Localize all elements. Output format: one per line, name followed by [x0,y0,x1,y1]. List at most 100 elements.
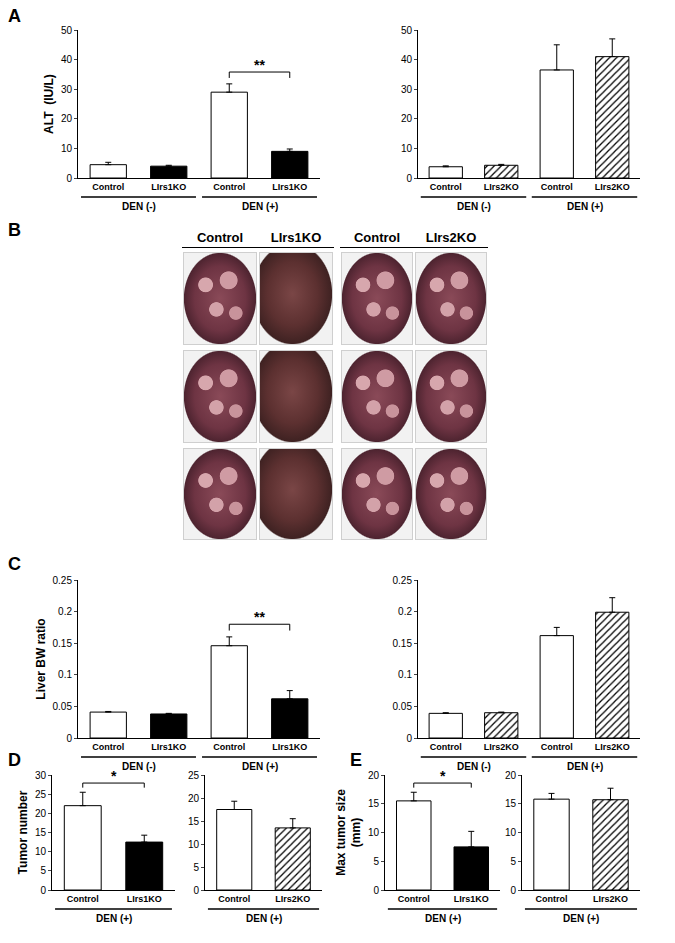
svg-text:30: 30 [35,770,47,781]
svg-text:0: 0 [406,733,412,744]
html-text:Control: Control [353,230,401,245]
svg-text:LIrs1KO: LIrs1KO [272,182,307,192]
svg-text:DEN (-): DEN (-) [122,201,156,212]
svg-text:15: 15 [35,827,47,838]
svg-text:LIrs1KO: LIrs1KO [127,894,162,904]
svg-text:0.05: 0.05 [393,701,413,712]
svg-text:LIrs2KO: LIrs2KO [484,182,519,192]
svg-text:20: 20 [188,793,200,804]
svg-text:DEN (+): DEN (+) [567,201,603,212]
svg-text:0.1: 0.1 [398,669,412,680]
svg-text:DEN (+): DEN (+) [567,761,603,772]
svg-text:DEN (+): DEN (+) [242,201,278,212]
svg-text:Control: Control [67,894,99,904]
svg-text:Control: Control [213,182,245,192]
svg-text:25: 25 [188,770,200,781]
svg-text:DEN (-): DEN (-) [457,201,491,212]
svg-text:20: 20 [61,113,73,124]
svg-text:DEN (+): DEN (+) [246,913,282,924]
svg-text:E: E [350,750,362,770]
svg-text:40: 40 [61,54,73,65]
svg-text:LIrs2KO: LIrs2KO [275,894,310,904]
svg-text:D: D [8,750,21,770]
svg-text:15: 15 [368,798,380,809]
svg-text:ALT (IU/L): ALT (IU/L) [42,74,56,134]
svg-text:C: C [8,554,21,574]
svg-text:15: 15 [188,816,200,827]
svg-text:Max tumor size(mm): Max tumor size(mm) [334,789,364,876]
svg-text:*: * [440,768,446,784]
svg-text:15: 15 [505,798,517,809]
svg-text:Control: Control [541,742,573,752]
svg-text:10: 10 [188,839,200,850]
svg-text:LIrs1KO: LIrs1KO [151,182,186,192]
svg-text:Control: Control [398,894,430,904]
svg-text:5: 5 [40,865,46,876]
svg-text:10: 10 [401,143,413,154]
svg-text:0.25: 0.25 [53,575,73,586]
svg-text:DEN (+): DEN (+) [96,913,132,924]
svg-text:0.25: 0.25 [393,575,413,586]
svg-text:50: 50 [401,25,413,36]
svg-text:LIrs2KO: LIrs2KO [595,182,630,192]
svg-text:20: 20 [505,770,517,781]
svg-text:0.2: 0.2 [398,606,412,617]
svg-text:0.2: 0.2 [58,606,72,617]
svg-text:Control: Control [536,894,568,904]
svg-text:5: 5 [510,856,516,867]
svg-text:B: B [8,220,21,240]
svg-text:A: A [8,6,21,26]
svg-text:30: 30 [61,84,73,95]
svg-text:0: 0 [40,885,46,896]
svg-text:20: 20 [401,113,413,124]
svg-text:0.1: 0.1 [58,669,72,680]
svg-text:40: 40 [401,54,413,65]
svg-text:10: 10 [505,827,517,838]
svg-text:Control: Control [92,182,124,192]
svg-text:Control: Control [541,182,573,192]
svg-text:20: 20 [368,770,380,781]
html-text:LIrs1KO: LIrs1KO [270,230,322,245]
svg-text:5: 5 [373,856,379,867]
svg-text:DEN (-): DEN (-) [457,761,491,772]
svg-text:0.05: 0.05 [53,701,73,712]
svg-text:DEN (+): DEN (+) [563,913,599,924]
svg-text:20: 20 [35,808,47,819]
svg-text:50: 50 [61,25,73,36]
svg-text:DEN (-): DEN (-) [122,761,156,772]
svg-text:Control: Control [92,742,124,752]
svg-text:LIrs1KO: LIrs1KO [151,742,186,752]
svg-text:LIrs2KO: LIrs2KO [593,894,628,904]
svg-text:LIrs1KO: LIrs1KO [454,894,489,904]
svg-text:Control: Control [218,894,250,904]
svg-text:LIrs2KO: LIrs2KO [484,742,519,752]
svg-text:0: 0 [510,885,516,896]
svg-text:Control: Control [213,742,245,752]
svg-text:10: 10 [35,846,47,857]
svg-text:Control: Control [430,182,462,192]
svg-text:30: 30 [401,84,413,95]
svg-text:25: 25 [35,789,47,800]
svg-text:DEN (+): DEN (+) [425,913,461,924]
svg-text:0: 0 [193,885,199,896]
svg-text:LIrs1KO: LIrs1KO [272,742,307,752]
svg-text:10: 10 [61,143,73,154]
svg-text:LIrs2KO: LIrs2KO [595,742,630,752]
svg-text:0: 0 [373,885,379,896]
html-text:LIrs2KO: LIrs2KO [425,230,477,245]
svg-text:Liver BW ratio: Liver BW ratio [34,618,48,699]
svg-text:0.15: 0.15 [53,638,73,649]
svg-text:**: ** [254,57,265,73]
svg-text:Tumor number: Tumor number [16,790,30,874]
svg-text:*: * [111,768,117,784]
svg-text:0: 0 [66,173,72,184]
svg-text:5: 5 [193,862,199,873]
svg-text:0: 0 [66,733,72,744]
svg-text:**: ** [254,609,265,625]
html-text:Control: Control [196,230,244,245]
svg-text:0.15: 0.15 [393,638,413,649]
svg-text:0: 0 [406,173,412,184]
svg-text:10: 10 [368,827,380,838]
svg-text:DEN (+): DEN (+) [242,761,278,772]
svg-text:Control: Control [430,742,462,752]
